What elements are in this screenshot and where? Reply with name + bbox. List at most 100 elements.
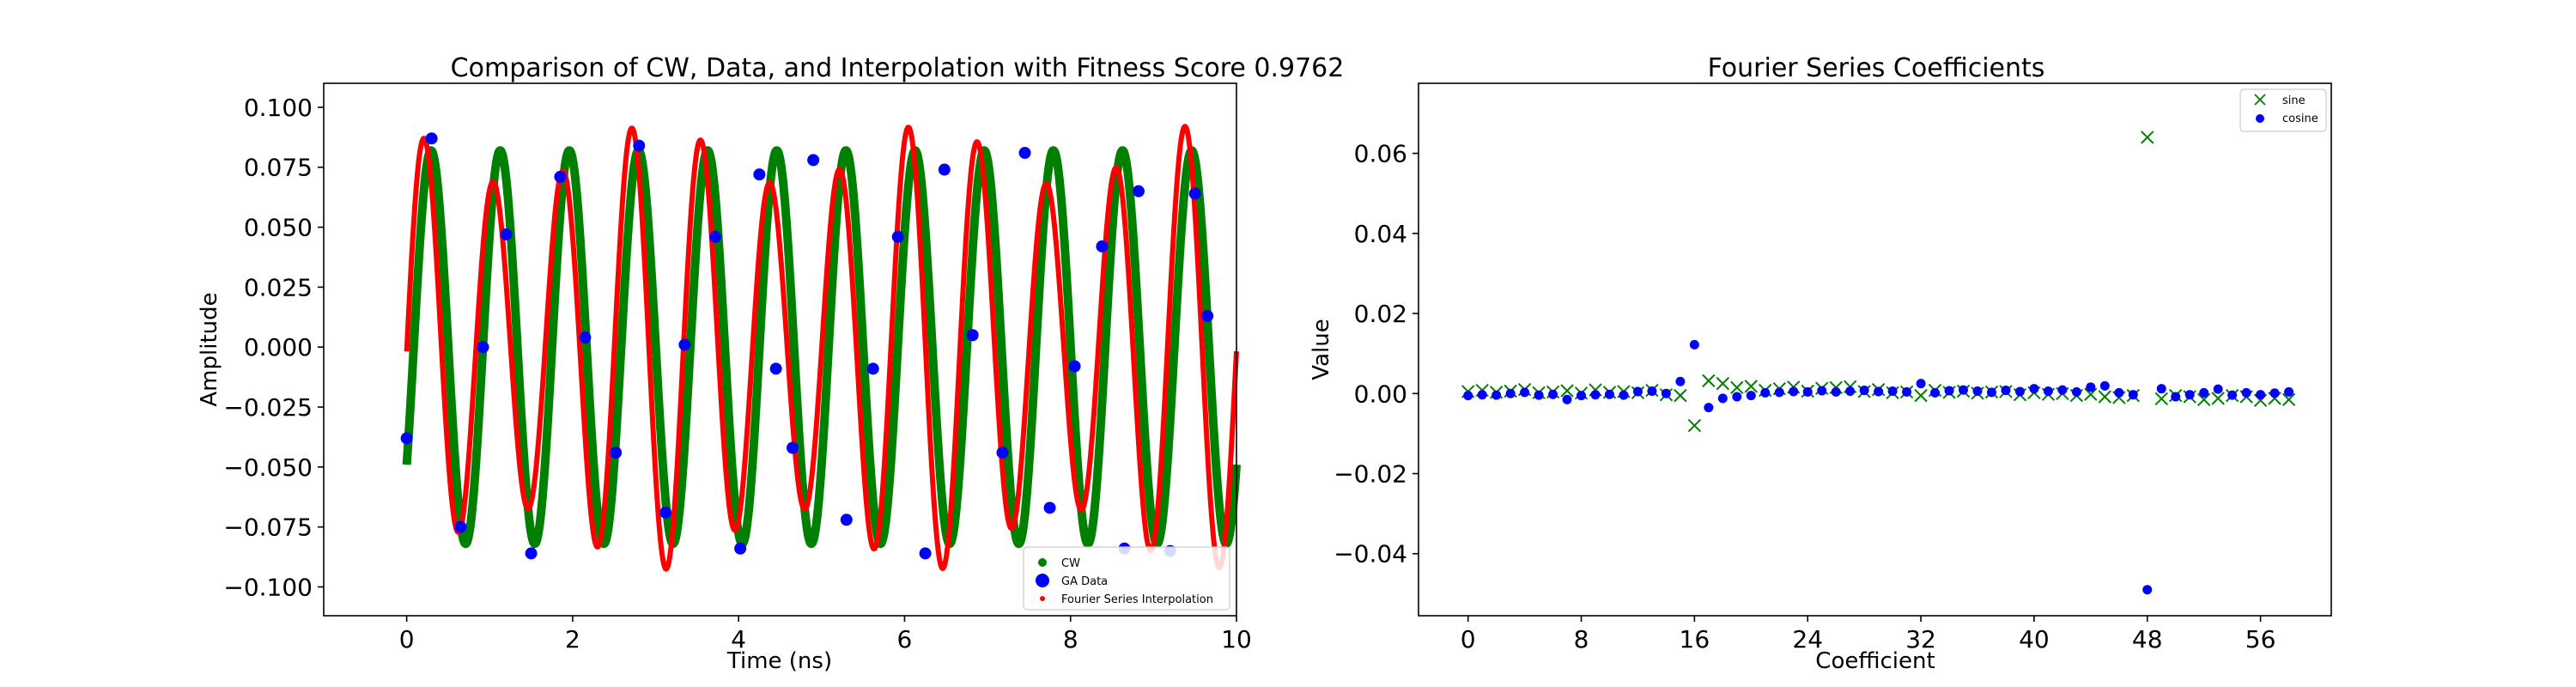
cosine-point bbox=[1534, 390, 1544, 400]
cosine-point bbox=[1492, 390, 1502, 400]
x-tick-label: 24 bbox=[1792, 625, 1823, 654]
sine-point bbox=[1702, 374, 1716, 388]
legend-label-cosine: cosine bbox=[2282, 112, 2318, 125]
cosine-point bbox=[1874, 386, 1884, 397]
cosine-point bbox=[2256, 390, 2266, 400]
cosine-point bbox=[2241, 387, 2251, 398]
cosine-point bbox=[1831, 386, 1841, 397]
series-cw-line bbox=[402, 146, 1241, 549]
ga-data-point bbox=[454, 520, 467, 533]
cosine-point bbox=[1817, 386, 1827, 396]
chart-title: Fourier Series Coefficients bbox=[1708, 53, 2045, 83]
chart-fourier-coefficients: Fourier Series Coefficients 0 8 16 24 32 40 48… bbox=[1309, 53, 2332, 674]
legend-marker-fourier bbox=[1040, 596, 1045, 601]
chart-time-domain: Comparison of CW, Data, and Interpolatio… bbox=[197, 53, 1344, 674]
cosine-point bbox=[1562, 394, 1572, 404]
x-tick-label: 16 bbox=[1680, 625, 1710, 654]
legend-marker-cosine bbox=[2256, 114, 2264, 123]
x-tick-label: 4 bbox=[731, 625, 746, 654]
ga-data-point bbox=[1132, 185, 1145, 198]
cosine-point bbox=[1548, 389, 1558, 399]
x-tick-label: 8 bbox=[1574, 625, 1589, 654]
ga-data-point bbox=[769, 362, 782, 375]
cosine-point bbox=[1972, 386, 1983, 396]
plot-area bbox=[400, 124, 1241, 572]
ga-data-point bbox=[938, 163, 951, 176]
chart-title: Comparison of CW, Data, and Interpolatio… bbox=[451, 53, 1345, 83]
cosine-point bbox=[2213, 384, 2223, 394]
cosine-point bbox=[2156, 384, 2166, 394]
cosine-point bbox=[2227, 390, 2238, 400]
cosine-point bbox=[1887, 386, 1898, 396]
y-axis: 0.06 0.04 0.02 0.00 −0.02 −0.04 bbox=[1334, 140, 1419, 568]
legend-marker-ga-data bbox=[1036, 574, 1049, 587]
ga-data-point bbox=[891, 230, 904, 243]
y-tick-label: 0.050 bbox=[244, 214, 313, 242]
ga-data-point bbox=[400, 432, 413, 445]
cosine-point bbox=[1986, 387, 1996, 398]
ga-data-point bbox=[753, 168, 766, 181]
cosine-point bbox=[1859, 386, 1869, 396]
cosine-point bbox=[2029, 384, 2039, 394]
ga-data-point bbox=[610, 447, 623, 459]
ga-data-point bbox=[633, 139, 646, 152]
cosine-point bbox=[1477, 390, 1487, 400]
x-tick-label: 6 bbox=[897, 625, 913, 654]
cosine-point bbox=[2014, 386, 2025, 397]
cosine-point bbox=[2043, 386, 2053, 396]
ga-data-point bbox=[425, 132, 438, 145]
sine-point bbox=[2141, 131, 2154, 144]
cosine-point bbox=[1732, 392, 1742, 402]
y-tick-label: −0.075 bbox=[223, 514, 313, 542]
y-tick-label: −0.04 bbox=[1334, 540, 1407, 568]
ga-data-point bbox=[966, 329, 979, 342]
ga-data-point bbox=[525, 547, 538, 560]
y-tick-label: −0.02 bbox=[1334, 460, 1407, 489]
cosine-point bbox=[1760, 387, 1771, 398]
cosine-point bbox=[1959, 385, 1969, 395]
cosine-point bbox=[2269, 388, 2280, 398]
plot-frame bbox=[1418, 82, 2332, 617]
legend-label-ga-data: GA Data bbox=[1061, 575, 1108, 588]
legend-label-sine: sine bbox=[2282, 94, 2306, 107]
cosine-point bbox=[2284, 386, 2294, 397]
y-tick-label: 0.000 bbox=[244, 333, 313, 362]
cosine-point bbox=[1746, 391, 1756, 401]
legend: sine cosine bbox=[2239, 88, 2327, 132]
y-tick-label: 0.00 bbox=[1354, 380, 1407, 408]
cosine-point bbox=[2071, 386, 2081, 397]
cosine-point bbox=[1689, 339, 1699, 350]
x-tick-label: 8 bbox=[1063, 625, 1078, 654]
cosine-point bbox=[2001, 386, 2011, 396]
y-tick-label: 0.075 bbox=[244, 154, 313, 182]
ga-data-point bbox=[807, 154, 820, 167]
sine-point bbox=[2154, 392, 2168, 406]
legend-label-fourier: Fourier Series Interpolation bbox=[1061, 593, 1213, 606]
sine-point bbox=[1687, 418, 1702, 433]
cosine-point bbox=[1789, 386, 1799, 397]
x-tick-label: 48 bbox=[2132, 625, 2163, 654]
legend-marker-cw bbox=[1038, 558, 1047, 567]
cosine-point bbox=[1647, 386, 1657, 396]
ga-data-point bbox=[1068, 360, 1081, 373]
cosine-point bbox=[2199, 387, 2209, 398]
cosine-point bbox=[1704, 403, 1714, 413]
cosine-point bbox=[1463, 391, 1473, 401]
ga-data-point bbox=[477, 341, 489, 354]
sine-point bbox=[2084, 387, 2098, 401]
cosine-point bbox=[1661, 388, 1671, 398]
ga-data-point bbox=[919, 547, 932, 560]
ga-data-point bbox=[866, 362, 879, 375]
x-axis-label: Coefficient bbox=[1815, 648, 1935, 674]
cosine-point bbox=[1717, 393, 1728, 404]
cosine-point bbox=[2057, 385, 2068, 395]
legend-marker-sine bbox=[2254, 94, 2266, 106]
cosine-point bbox=[2171, 392, 2181, 402]
cosine-point bbox=[2114, 387, 2124, 398]
ga-data-point bbox=[840, 514, 853, 526]
x-tick-label: 56 bbox=[2245, 625, 2276, 654]
cosine-point bbox=[1675, 376, 1686, 386]
sine-point bbox=[1674, 388, 1687, 403]
